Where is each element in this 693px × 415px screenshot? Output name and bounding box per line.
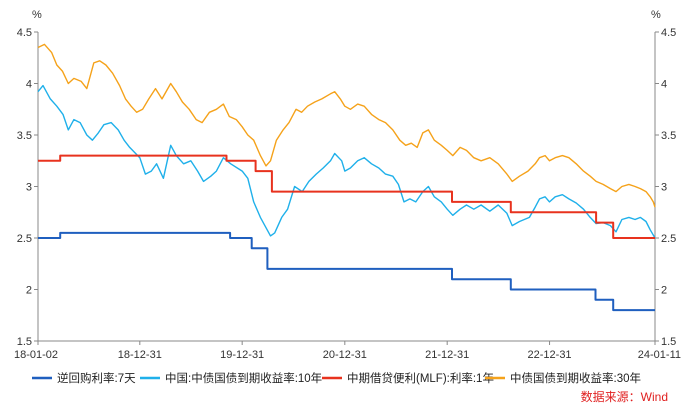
- series-lines: [37, 43, 656, 312]
- x-tick-label: 20-12-31: [323, 349, 367, 361]
- y-tick-label-right: 2: [661, 285, 667, 297]
- x-tick-label: 18-12-31: [118, 349, 162, 361]
- legend-label-3: 中期借贷便利(MLF):利率:1年: [347, 371, 494, 385]
- x-tick-label: 22-12-31: [528, 349, 572, 361]
- y-tick-label-left: 2: [26, 285, 32, 297]
- y-tick-label-right: 1.5: [661, 336, 676, 348]
- series-line-4: [37, 43, 656, 208]
- y-unit-right: %: [651, 9, 661, 21]
- series-line-1: [38, 231, 655, 312]
- y-tick-label-left: 4: [26, 79, 32, 91]
- series-line-2: [37, 84, 656, 239]
- legend-label-4: 中债国债到期收益率:30年: [510, 371, 641, 385]
- y-tick-label-right: 4: [661, 79, 667, 91]
- legend: 逆回购利率:7天 中国:中债国债到期收益率:10年 中期借贷便利(MLF):利率:1…: [32, 371, 641, 385]
- y-tick-label-left: 1.5: [17, 336, 32, 348]
- x-tick-label: 19-12-31: [220, 349, 264, 361]
- x-tick-labels: 18-01-02 18-12-31 19-12-31 20-12-31 21-12-31…: [14, 349, 681, 361]
- series-line-3: [38, 154, 655, 239]
- y-tick-label-left: 3: [26, 182, 32, 194]
- y-tick-label-left: 3.5: [17, 130, 32, 142]
- y-tick-label-left: 4.5: [17, 27, 32, 39]
- y-tick-label-right: 4.5: [661, 27, 676, 39]
- legend-label-2: 中国:中债国债到期收益率:10年: [165, 371, 322, 385]
- legend-label-1: 逆回购利率:7天: [57, 371, 136, 385]
- source-note: 数据来源：Wind: [581, 389, 668, 404]
- y-tick-label-left: 2.5: [17, 233, 32, 245]
- x-tick-label: 18-01-02: [14, 349, 58, 361]
- x-tick-label: 24-01-11: [638, 349, 681, 361]
- y-tick-label-right: 2.5: [661, 233, 676, 245]
- axes: [34, 31, 659, 345]
- y-unit-left: %: [32, 9, 42, 21]
- y-tick-label-right: 3.5: [661, 130, 676, 142]
- y-tick-label-right: 3: [661, 182, 667, 194]
- y-tick-labels-right: 4.5 4 3.5 3 2.5 2 1.5: [661, 27, 676, 348]
- x-tick-label: 21-12-31: [425, 349, 469, 361]
- y-tick-labels-left: 4.5 4 3.5 3 2.5 2 1.5: [17, 27, 32, 348]
